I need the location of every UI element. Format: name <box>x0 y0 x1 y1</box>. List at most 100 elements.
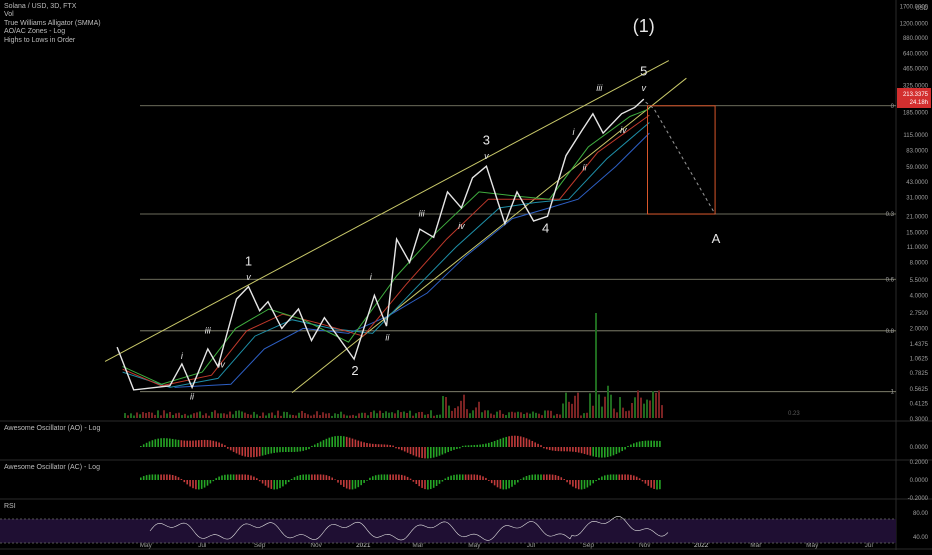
volume-bar <box>403 411 405 418</box>
volume-bar <box>346 415 348 418</box>
volume-bar <box>517 411 519 418</box>
ac-bar <box>348 480 351 490</box>
ao-bar <box>502 437 505 447</box>
sma-fast-line <box>122 108 650 385</box>
y-tick-label: 880.0000 <box>903 36 929 42</box>
indicator-highs-lows[interactable]: Highs to Lows in Order <box>4 36 76 44</box>
ao-bar <box>575 447 577 453</box>
volume-bar <box>196 412 198 418</box>
ao-bar <box>595 447 597 457</box>
volume-bar <box>124 413 126 418</box>
fib-label: 0 <box>891 104 895 110</box>
ac-bar <box>305 474 307 480</box>
volume-bar <box>406 412 408 418</box>
ac-bar <box>496 480 499 488</box>
volume-bar <box>523 413 525 418</box>
ao-bar <box>215 441 217 447</box>
ao-bar <box>395 447 397 449</box>
ao-bar <box>459 447 461 449</box>
volume-bar <box>277 410 279 418</box>
ac-bar <box>525 476 528 480</box>
ac-bar <box>395 474 397 480</box>
sma-blue-line <box>174 132 650 388</box>
volume-bar <box>133 415 135 418</box>
rsi-pane-title[interactable]: RSI <box>4 503 16 510</box>
volume-bar <box>352 414 354 418</box>
y-tick-label: 21.0000 <box>906 214 928 220</box>
volume-bar <box>430 410 432 418</box>
volume-bar <box>265 415 267 418</box>
symbol-title[interactable]: Solana / USD, 3D, FTX <box>4 3 77 10</box>
volume-bar <box>148 411 150 418</box>
ao-bar <box>229 447 232 451</box>
ac-bar <box>638 478 641 480</box>
ac-bar <box>633 475 635 480</box>
volume-bar <box>247 414 249 418</box>
x-tick-label: May <box>806 542 819 549</box>
ac-bar <box>177 477 180 480</box>
indicator-alligator[interactable]: True Williams Alligator (SMMA) <box>4 19 101 27</box>
ao-bar <box>140 446 142 447</box>
ac-bar <box>612 474 615 480</box>
ac-bar <box>145 475 148 480</box>
volume-bar <box>259 415 261 418</box>
ao-bar <box>392 445 394 447</box>
ac-pane-title[interactable]: Awesome Oscillator (AC) - Log <box>4 464 100 471</box>
ac-bar <box>398 474 400 480</box>
ac-bar <box>546 474 548 480</box>
ao-bar <box>441 447 444 455</box>
volume-bar <box>340 411 342 418</box>
volume-bar <box>223 413 225 418</box>
volume-bar <box>187 415 189 418</box>
indicator-aoac[interactable]: AO/AC Zones - Log <box>4 28 66 36</box>
ao-bar <box>166 438 168 447</box>
ac-bar <box>369 477 371 480</box>
volume-bar <box>379 410 381 418</box>
volume-bar <box>127 415 129 418</box>
wave-label: 5 <box>640 64 647 79</box>
wave-label: v <box>642 83 647 93</box>
ac-bar <box>577 480 580 490</box>
ac-bar <box>461 474 464 480</box>
ac-bar <box>499 480 502 489</box>
ao-bar <box>467 445 470 447</box>
ao-bar <box>473 445 476 447</box>
ac-bar <box>418 480 420 487</box>
volume-bar <box>493 414 495 418</box>
ao-bar <box>345 436 348 447</box>
volume-bar <box>649 400 651 418</box>
ac-bar <box>302 474 304 480</box>
ao-bar <box>389 445 391 447</box>
ao-bar <box>456 447 458 450</box>
ac-bar <box>575 480 577 489</box>
volume-bar <box>601 406 603 418</box>
volume-bar <box>343 414 345 418</box>
ao-bar <box>200 440 203 447</box>
ao-bar <box>412 447 415 456</box>
price-tag-countdown: 24.18h <box>910 100 928 106</box>
ao-bar <box>653 440 655 447</box>
ac-bar <box>238 474 241 480</box>
ac-bar <box>517 480 519 483</box>
y-tick-label: 83.0000 <box>906 149 928 155</box>
ao-bar <box>430 447 432 459</box>
volume-bar <box>640 397 642 418</box>
ac-bar <box>171 475 174 480</box>
volume-bar <box>592 405 594 418</box>
volume-bar <box>436 414 438 418</box>
ac-bar <box>656 480 658 490</box>
ao-pane-title[interactable]: Awesome Oscillator (AO) - Log <box>4 425 101 432</box>
volume-bar <box>580 415 582 418</box>
volume-bar <box>373 410 375 418</box>
ao-bar <box>337 435 339 447</box>
volume-bar <box>451 410 453 418</box>
ao-bar <box>627 445 629 447</box>
volume-bar <box>526 412 528 418</box>
x-tick-label: Sep <box>582 542 594 549</box>
sma-mid-line <box>122 114 650 387</box>
indicator-vol[interactable]: Vol <box>4 11 14 19</box>
volume-bar <box>460 400 462 418</box>
volume-bar <box>400 412 402 418</box>
